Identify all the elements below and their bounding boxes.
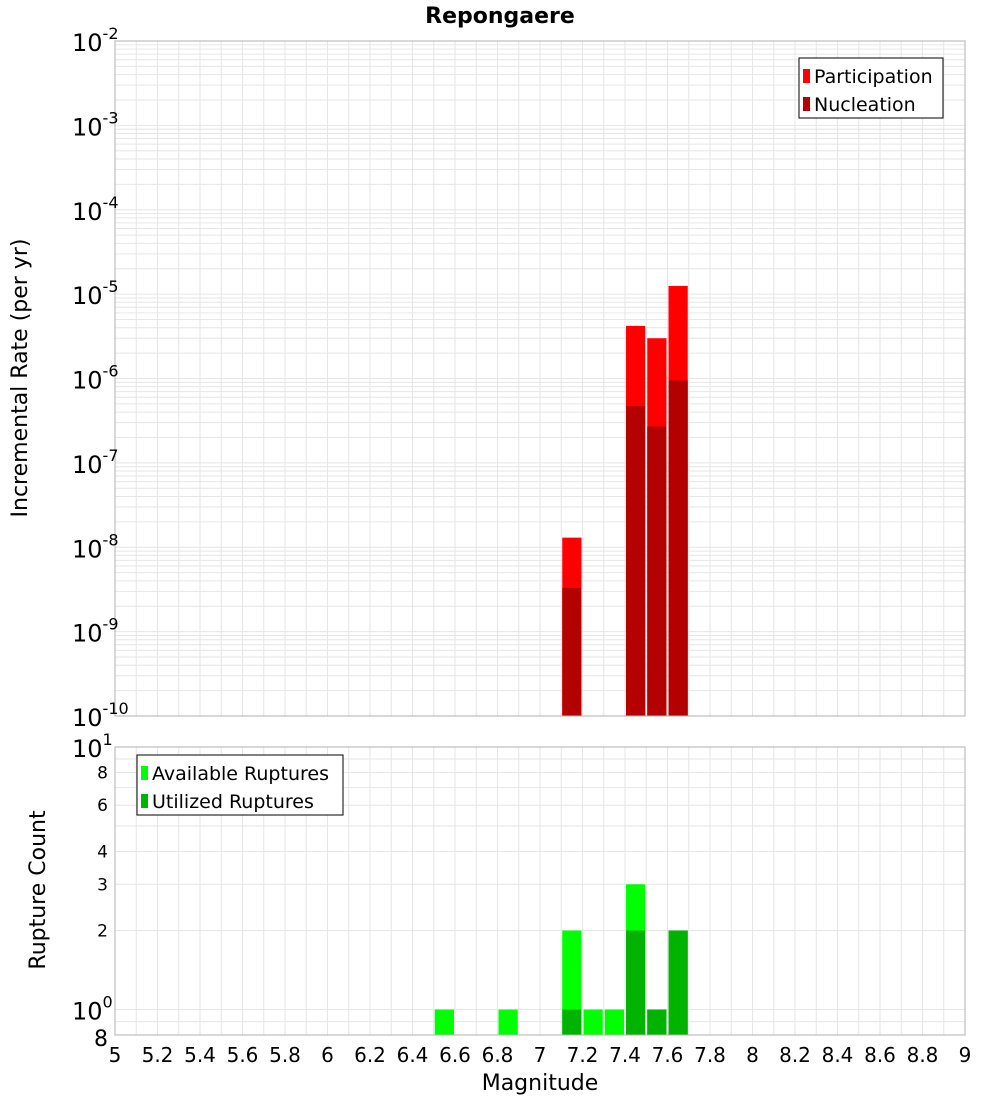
y-tick-base: 10 (72, 29, 103, 57)
bottom-panel-bar-available-ruptures (583, 1009, 603, 1035)
bottom-panel-bar-utilized-ruptures (647, 1009, 667, 1035)
y-tick-exponent: -7 (103, 446, 119, 465)
top-y-tick-label: 10-5 (72, 277, 119, 310)
x-tick-label: 7.2 (567, 1043, 599, 1067)
x-tick-label: 6.4 (397, 1043, 429, 1067)
bottom-panel-bar-available-ruptures (498, 1009, 518, 1035)
top-y-tick-label: 10-3 (72, 108, 119, 141)
top-y-axis-label: Incremental Rate (per yr) (8, 239, 33, 518)
y-tick-exponent: -4 (103, 193, 119, 212)
top-panel-legend-label: Participation (814, 66, 933, 88)
y-tick-base: 10 (72, 620, 103, 648)
x-tick-label: 5.6 (227, 1043, 259, 1067)
bottom-panel-bar-available-ruptures (604, 1009, 624, 1035)
y-tick-exponent: -3 (103, 108, 119, 127)
y-tick-base: 10 (72, 704, 103, 732)
bottom-y-tick-label: 2 (97, 922, 108, 942)
x-tick-label: 8.4 (822, 1043, 854, 1067)
bottom-panel-legend-label: Available Ruptures (152, 763, 329, 785)
top-y-tick-label: 10-9 (72, 615, 119, 648)
bottom-y-tick-label: 101 (72, 730, 113, 763)
x-tick-label: 6 (321, 1043, 334, 1067)
bottom-y-tick-label: 6 (97, 796, 108, 816)
bottom-panel-border (114, 746, 966, 1036)
y-tick-exponent: -2 (103, 24, 119, 43)
y-tick-exponent: -6 (103, 362, 119, 381)
top-panel-legend-swatch (803, 97, 810, 111)
top-panel-legend-swatch (803, 69, 810, 83)
x-tick-label: 8.2 (779, 1043, 811, 1067)
top-panel-bar-nucleation (668, 380, 688, 716)
top-panel-legend-label: Nucleation (814, 94, 916, 116)
x-tick-label: 6.8 (482, 1043, 514, 1067)
bottom-panel-legend-swatch (141, 766, 148, 780)
bottom-panel-bar-available-ruptures (562, 930, 582, 1035)
y-tick-base: 10 (72, 451, 103, 479)
top-y-tick-label: 10-7 (72, 446, 119, 479)
bottom-y-tick-label: 100 (72, 993, 113, 1026)
y-tick-base: 10 (72, 113, 103, 141)
y-tick-exponent: 1 (103, 730, 113, 749)
x-tick-label: 7.6 (652, 1043, 684, 1067)
x-axis-label: Magnitude (482, 1071, 599, 1096)
top-y-tick-label: 10-10 (72, 699, 129, 732)
bottom-panel-bar-utilized-ruptures (668, 930, 688, 1035)
top-panel-bar-nucleation (562, 587, 582, 716)
y-tick-base: 10 (72, 367, 103, 395)
top-panel-legend (798, 57, 944, 119)
bottom-panel-legend-swatch (141, 794, 148, 808)
bottom-y-tick-label: 8 (97, 763, 108, 783)
bottom-y-tick-label: 3 (97, 875, 108, 895)
bottom-panel-legend (136, 754, 344, 816)
bottom-y-tick-label: 8 (94, 1027, 108, 1052)
y-tick-base: 10 (72, 198, 103, 226)
bottom-y-axis-label: Rupture Count (26, 810, 51, 970)
y-tick-base: 10 (72, 735, 103, 763)
bottom-y-tick-label: 4 (97, 842, 108, 862)
bottom-panel-bar-utilized-ruptures (626, 930, 646, 1035)
x-tick-label: 7 (534, 1043, 547, 1067)
y-tick-base: 10 (72, 998, 103, 1026)
top-y-tick-label: 10-2 (72, 24, 119, 57)
x-tick-label: 5 (109, 1043, 122, 1067)
x-tick-label: 7.8 (694, 1043, 726, 1067)
y-tick-exponent: -5 (103, 277, 119, 296)
x-tick-label: 6.6 (439, 1043, 471, 1067)
y-tick-exponent: -8 (103, 530, 119, 549)
bottom-panel-bar-utilized-ruptures (562, 1009, 582, 1035)
top-panel-bar-nucleation (626, 406, 646, 716)
y-tick-exponent: -9 (103, 615, 119, 634)
x-tick-label: 8 (746, 1043, 759, 1067)
x-tick-label: 7.4 (609, 1043, 641, 1067)
x-tick-label: 5.8 (269, 1043, 301, 1067)
top-panel-bar-nucleation (647, 426, 667, 716)
top-y-tick-label: 10-4 (72, 193, 119, 226)
x-tick-label: 5.2 (142, 1043, 174, 1067)
y-tick-exponent: -10 (103, 699, 129, 718)
top-panel-border (114, 40, 966, 717)
x-tick-label: 5.4 (184, 1043, 216, 1067)
y-tick-base: 10 (72, 282, 103, 310)
bottom-panel-bar-available-ruptures (434, 1009, 454, 1035)
y-tick-base: 10 (72, 535, 103, 563)
x-tick-label: 6.2 (354, 1043, 386, 1067)
x-tick-label: 8.8 (907, 1043, 939, 1067)
x-tick-label: 8.6 (864, 1043, 896, 1067)
chart-title: Repongaere (425, 4, 575, 29)
bottom-panel-legend-label: Utilized Ruptures (152, 791, 314, 813)
x-tick-label: 9 (959, 1043, 972, 1067)
top-y-tick-label: 10-6 (72, 362, 119, 395)
y-tick-exponent: 0 (103, 993, 113, 1012)
top-y-tick-label: 10-8 (72, 530, 119, 563)
